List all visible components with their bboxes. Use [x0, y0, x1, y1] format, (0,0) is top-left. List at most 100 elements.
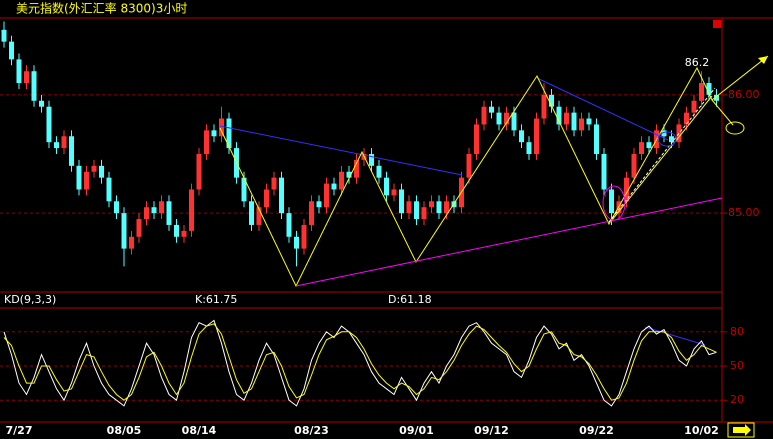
candle-body — [564, 112, 569, 125]
y-tick-label: 50 — [730, 359, 744, 372]
y-tick-label: 86.00 — [728, 88, 760, 101]
candle-body — [241, 177, 247, 202]
candle-body — [204, 130, 209, 154]
candle-body — [421, 207, 427, 220]
candle-body — [54, 142, 59, 149]
candle-body — [1, 29, 7, 42]
candle-body — [601, 154, 607, 190]
frame — [0, 17, 773, 423]
x-tick-label: 7/27 — [6, 424, 33, 437]
x-tick-label: 08/14 — [182, 424, 217, 437]
y-tick-label: 85.00 — [728, 206, 760, 219]
candle-body — [534, 118, 539, 154]
candle-body — [121, 213, 127, 249]
candle-body — [556, 106, 562, 125]
drawings — [219, 55, 769, 346]
candle-body — [399, 189, 404, 214]
candle-body — [61, 136, 67, 149]
candle-body — [159, 201, 164, 214]
scroll-arrow — [733, 424, 751, 436]
candle-body — [429, 201, 434, 208]
candle-body — [699, 83, 704, 101]
chart-title: 美元指数(外汇汇率 8300)3小时 — [16, 1, 187, 16]
candle-body — [249, 201, 254, 225]
candle-body — [84, 171, 89, 190]
candle-body — [166, 201, 172, 225]
candle-body — [211, 130, 217, 137]
candle-body — [279, 177, 284, 214]
candle-body — [481, 106, 487, 125]
scroll-button[interactable] — [727, 422, 755, 438]
candle-body — [586, 118, 592, 125]
candle-body — [631, 154, 637, 178]
kd-panel — [0, 319, 727, 407]
candle-body — [301, 224, 307, 249]
candle-body — [684, 112, 689, 125]
candle-body — [369, 154, 374, 166]
candle-body — [31, 71, 37, 101]
close-box[interactable] — [713, 20, 721, 28]
candle-body — [706, 83, 712, 95]
candle-body — [174, 224, 179, 237]
candle-body — [324, 183, 329, 208]
candle-body — [69, 136, 74, 166]
candle-body — [466, 154, 472, 178]
indicator-title: KD(9,3,3) — [4, 293, 56, 306]
candle-body — [9, 41, 14, 60]
y-tick-label: 20 — [730, 393, 744, 406]
candle-body — [144, 207, 149, 220]
candle-body — [639, 142, 644, 154]
candle-body — [76, 165, 82, 190]
candle-body — [309, 201, 314, 225]
annotation: 86.2 — [685, 56, 710, 69]
candle-body — [624, 177, 629, 202]
candle-body — [414, 201, 419, 220]
candle-body — [384, 177, 389, 196]
candle-body — [504, 112, 509, 125]
candle-body — [46, 106, 52, 143]
candle-body — [91, 165, 97, 172]
indicator-line — [3, 319, 717, 407]
candle-body — [436, 201, 442, 214]
k-label: K:61.75 — [195, 293, 237, 306]
candle-body — [691, 100, 697, 113]
candle-body — [294, 236, 299, 249]
x-tick-label: 09/12 — [474, 424, 509, 437]
candle-body — [526, 142, 532, 154]
candle-body — [286, 213, 292, 237]
candle-body — [219, 118, 224, 137]
candle-body — [391, 189, 397, 196]
candle-body — [114, 201, 119, 214]
candle-body — [339, 171, 344, 190]
candle-body — [406, 201, 412, 214]
candle-body — [646, 142, 652, 149]
candle-body — [669, 136, 674, 143]
candle-body — [346, 171, 352, 178]
candle-body — [714, 94, 719, 101]
candle-body — [571, 112, 577, 131]
candle-body — [129, 236, 134, 249]
candle-body — [594, 124, 599, 154]
candle-body — [444, 201, 449, 214]
candle-body — [264, 189, 269, 208]
candle-body — [39, 100, 44, 107]
y-tick-label: 80 — [730, 325, 744, 338]
x-tick-label: 09/22 — [579, 424, 614, 437]
candle-body — [474, 124, 479, 154]
candle-body — [226, 118, 232, 149]
candle-body — [489, 106, 494, 113]
candle-body — [151, 207, 157, 214]
candle-body — [271, 177, 277, 190]
candle-body — [579, 118, 584, 131]
x-tick-label: 08/05 — [107, 424, 142, 437]
candle-body — [181, 230, 187, 237]
candle-body — [519, 130, 524, 143]
x-tick-label: 08/23 — [294, 424, 329, 437]
x-tick-label: 10/02 — [684, 424, 719, 437]
d-label: D:61.18 — [388, 293, 432, 306]
candle-body — [496, 112, 502, 125]
candle-body — [661, 130, 667, 137]
x-tick-label: 09/01 — [399, 424, 434, 437]
candle-body — [136, 219, 142, 237]
